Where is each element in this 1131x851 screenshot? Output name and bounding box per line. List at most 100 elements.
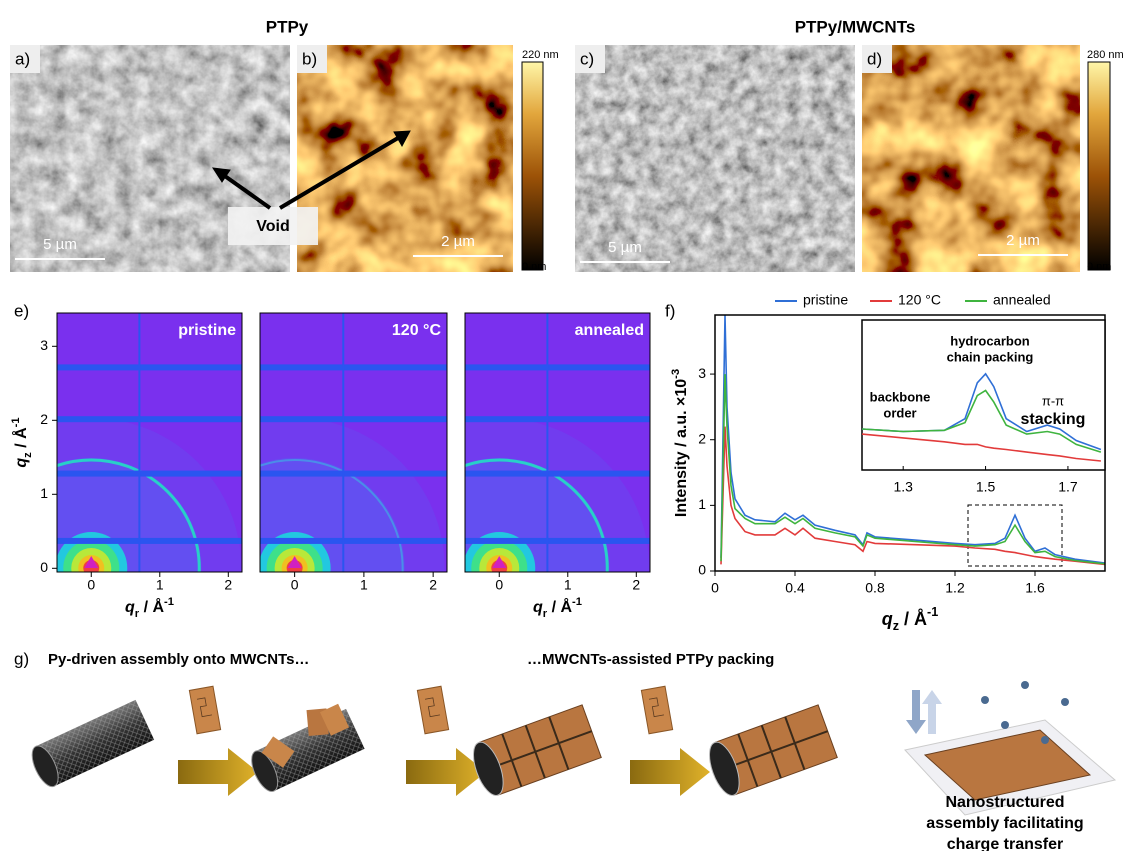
colorbar <box>522 62 543 270</box>
x-tick-label: 2 <box>224 577 232 593</box>
label-part: / Å <box>899 609 927 629</box>
x-tick-label: 2 <box>632 577 640 593</box>
scale-label: 5 µm <box>43 236 77 253</box>
x-tick-label: 1.5 <box>976 479 996 495</box>
detector-gap <box>546 313 548 572</box>
y-tick-label: 3 <box>40 337 48 353</box>
detector-gap <box>342 313 344 572</box>
detector-gap <box>138 313 140 572</box>
y-tick-label: 1 <box>698 496 706 512</box>
label-part: q <box>13 458 30 468</box>
panel-label: c) <box>580 49 594 68</box>
detector-gap <box>260 471 447 477</box>
result-text: assembly facilitating <box>926 815 1083 832</box>
void-label: Void <box>256 218 289 235</box>
result-text: charge transfer <box>947 836 1064 851</box>
x-tick-label: 0 <box>495 577 503 593</box>
annotation: chain packing <box>947 349 1034 364</box>
label-part: -1 <box>927 605 938 619</box>
detector-gap <box>465 416 650 422</box>
panel-label: e) <box>14 301 29 320</box>
label-part: -1 <box>572 596 582 608</box>
y-tick-label: 0 <box>40 559 48 575</box>
plot-title: annealed <box>575 322 644 339</box>
legend-label: 120 °C <box>898 292 941 308</box>
legend-label: annealed <box>993 292 1051 308</box>
label-part: -1 <box>10 417 22 427</box>
detector-gap <box>57 471 242 477</box>
plot-title: pristine <box>178 322 236 339</box>
x-tick-label: 1.2 <box>945 580 965 596</box>
afm-image <box>297 45 513 272</box>
x-tick-label: 1 <box>360 577 368 593</box>
afm-image <box>862 45 1080 272</box>
y-tick-label: 3 <box>698 365 706 381</box>
label-part: / Å <box>547 597 572 616</box>
annotation: stacking <box>1021 411 1086 428</box>
axis-label: qz / Å-1 <box>10 417 34 467</box>
x-tick-label: 1 <box>564 577 572 593</box>
label-part: q <box>882 609 893 629</box>
scale-label: 2 µm <box>1006 232 1040 249</box>
x-tick-label: 1.3 <box>893 479 913 495</box>
label-part: -3 <box>670 369 682 379</box>
x-tick-label: 0 <box>291 577 299 593</box>
detector-gap <box>465 471 650 477</box>
colorbar-label: 0 nm <box>522 261 546 273</box>
detector-gap <box>57 416 242 422</box>
x-tick-label: 1.6 <box>1025 580 1045 596</box>
annotation: order <box>883 405 916 420</box>
panel-label: d) <box>867 49 882 68</box>
caption: …MWCNTs-assisted PTPy packing <box>527 651 774 668</box>
detector-gap <box>57 364 242 370</box>
axis-label: Intensity / a.u. ×10-3 <box>670 369 690 517</box>
colorbar <box>1088 62 1110 270</box>
label-part: / Å <box>11 427 30 452</box>
label-part: Intensity / a.u. ×10 <box>673 379 690 517</box>
header: PTPy/MWCNTs <box>795 17 916 36</box>
label-part: / Å <box>139 597 164 616</box>
colorbar-label: 220 nm <box>522 49 559 61</box>
result-text: Nanostructured <box>945 794 1064 811</box>
x-tick-label: 1.7 <box>1058 479 1078 495</box>
scale-label: 5 µm <box>608 239 642 256</box>
detector-gap <box>260 538 447 544</box>
panel-label: b) <box>302 49 317 68</box>
x-tick-label: 0 <box>87 577 95 593</box>
colorbar-label: 280 nm <box>1087 49 1124 61</box>
scale-label: 2 µm <box>441 233 475 250</box>
y-tick-label: 0 <box>698 562 706 578</box>
y-tick-label: 2 <box>40 411 48 427</box>
axis-label: qr / Å-1 <box>125 596 174 620</box>
x-tick-label: 0.8 <box>865 580 885 596</box>
detector-gap <box>260 364 447 370</box>
axis-label: qr / Å-1 <box>533 596 582 620</box>
colorbar-label: 0 nm <box>1087 261 1111 273</box>
figure: PTPy PTPy/MWCNTs a) 5 µm b) 2 µm 220 nm … <box>0 0 1131 851</box>
x-tick-label: 0 <box>711 580 719 596</box>
annotation: hydrocarbon <box>950 333 1030 348</box>
annotation: π-π <box>1042 393 1064 408</box>
legend-label: pristine <box>803 292 848 308</box>
header: PTPy <box>266 17 309 36</box>
y-tick-label: 2 <box>698 430 706 446</box>
panel-label: f) <box>665 301 675 320</box>
x-tick-label: 0.4 <box>785 580 805 596</box>
panel-label: g) <box>14 649 29 668</box>
y-tick-label: 1 <box>40 485 48 501</box>
detector-gap <box>260 416 447 422</box>
caption: Py-driven assembly onto MWCNTs… <box>48 651 309 668</box>
annotation: backbone <box>870 389 931 404</box>
label-part: q <box>125 599 135 616</box>
panel-label: a) <box>15 49 30 68</box>
detector-gap <box>465 538 650 544</box>
detector-gap <box>57 538 242 544</box>
detector-gap <box>465 364 650 370</box>
x-tick-label: 1 <box>156 577 164 593</box>
axis-label: qz / Å-1 <box>882 605 939 633</box>
x-tick-label: 2 <box>429 577 437 593</box>
label-part: q <box>533 599 543 616</box>
sem-image <box>575 45 855 272</box>
plot-title: 120 °C <box>392 322 442 339</box>
label-part: -1 <box>164 596 174 608</box>
